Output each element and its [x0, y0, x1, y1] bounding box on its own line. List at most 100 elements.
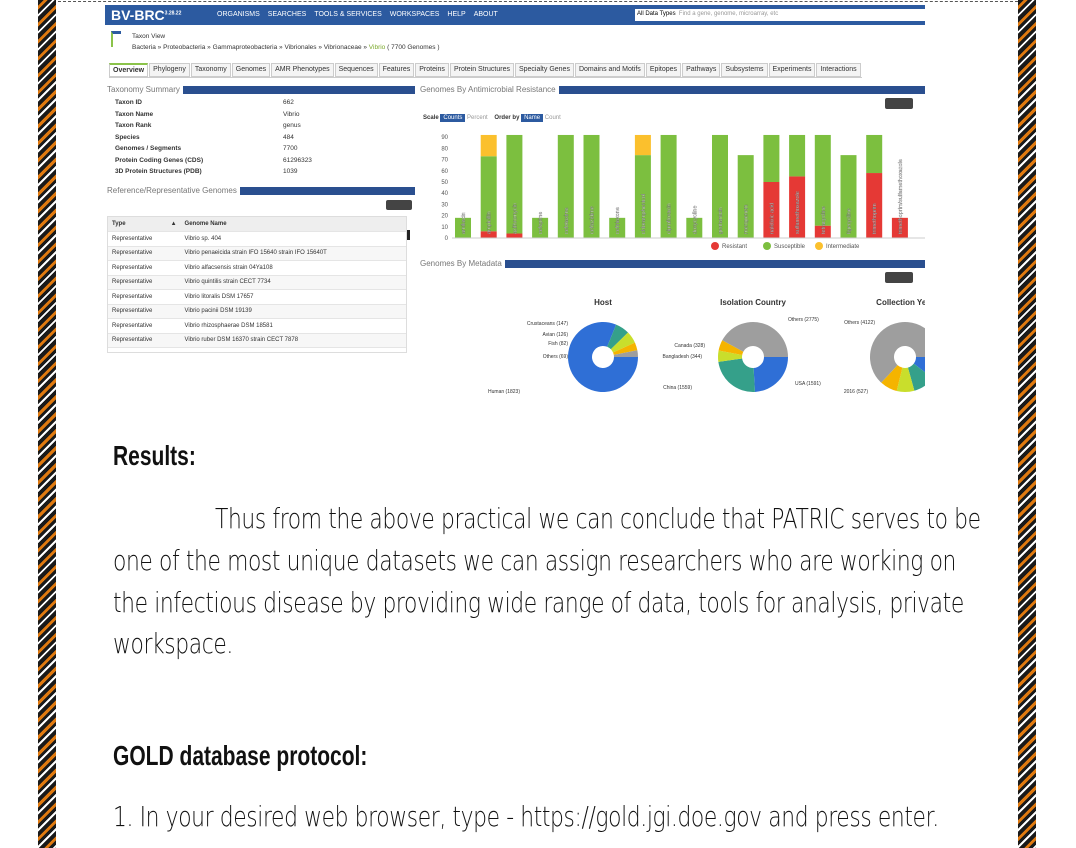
taxonomy-row: Taxon ID 662: [115, 99, 294, 106]
breadcrumb-current: Vibrio: [368, 44, 386, 51]
results-line: one of the most unique datasets we can a…: [113, 544, 956, 577]
x-category-label: chloramphenicol: [641, 194, 647, 234]
pie-label: Crustaceans (147): [527, 321, 568, 327]
table-row[interactable]: Representative Vibrio ruber DSM 16370 str…: [108, 333, 406, 348]
y-tick-label: 40: [441, 191, 448, 197]
bar-intermediate: [480, 134, 497, 157]
nav-searches[interactable]: SEARCHES: [267, 11, 307, 18]
legend-marker: [815, 242, 823, 250]
brand-logo[interactable]: BV-BRC3.28.22: [111, 7, 182, 23]
taxonomy-row: Taxon Rank genus: [115, 122, 301, 129]
genome-count: ( 7700 Genomes ): [387, 44, 440, 51]
pie-slice: [613, 350, 638, 357]
tab-pathways[interactable]: Pathways: [682, 63, 721, 77]
taxonomy-row: 3D Protein Structures (PDB) 1039: [115, 168, 298, 175]
breadcrumb-path[interactable]: Bacteria » Proteobacteria » Gammaproteob…: [132, 44, 367, 51]
table-row[interactable]: Representative Vibrio rhizosphaerae DSM 1…: [108, 318, 406, 334]
scale-counts-button[interactable]: Counts: [440, 114, 466, 122]
x-category-label: sulfamethoxazole: [795, 191, 801, 234]
x-category-label: ceftazidime: [590, 206, 596, 234]
pie-title: Isolation Country: [720, 298, 786, 307]
tab-subsystems[interactable]: Subsystems: [721, 63, 768, 77]
tab-taxonomy[interactable]: Taxonomy: [190, 63, 231, 77]
bar-resistant: [891, 217, 908, 238]
x-category-label: gentamicin: [718, 207, 724, 234]
amr-header: Genomes By Antimicrobial Resistance: [420, 85, 925, 94]
col-genome-name[interactable]: Genome Name: [180, 217, 406, 232]
amr-controls: Scale Counts Percent Order by Name Count: [423, 114, 561, 122]
order-count-button[interactable]: Count: [544, 115, 561, 121]
tab-bar: Overview Phylogeny Taxonomy Genomes AMR Phen…: [109, 63, 862, 78]
bar-susceptible: [634, 155, 651, 238]
table-row[interactable]: Representative Vibrio litoralis DSM 17657: [108, 289, 406, 305]
bar-susceptible: [814, 134, 831, 226]
tab-epitopes[interactable]: Epitopes: [645, 63, 682, 77]
table-row[interactable]: Representative Vibrio sp. 404: [108, 231, 406, 247]
bar-resistant: [480, 231, 497, 238]
pie-slice: [610, 332, 635, 353]
legend-label: Resistant: [722, 244, 747, 250]
table-row[interactable]: Representative Vibrio penaeicida strain I…: [108, 246, 406, 261]
bar-resistant: [506, 233, 523, 238]
nav-about[interactable]: ABOUT: [473, 11, 498, 18]
search-input[interactable]: Find a gene, genome, microarray, etc: [678, 11, 779, 17]
pie-title: Collection Year: [876, 298, 925, 307]
tab-sequences[interactable]: Sequences: [334, 63, 378, 77]
nav-help[interactable]: HELP: [447, 11, 466, 18]
decorative-border-right: [1018, 0, 1036, 848]
pie-slice: [718, 358, 755, 392]
table-scrollbar[interactable]: [407, 230, 410, 240]
pie-slice: [722, 322, 788, 357]
tab-amr-phenotypes[interactable]: AMR Phenotypes: [271, 63, 334, 77]
x-category-label: amikacin: [461, 212, 467, 234]
taxonomy-row: Protein Coding Genes (CDS) 61296323: [115, 156, 312, 164]
nav-workspaces[interactable]: WORKSPACES: [389, 11, 440, 18]
search-box[interactable]: All Data Types Find a gene, genome, micr…: [635, 9, 925, 21]
bar-susceptible: [583, 134, 600, 238]
bar-susceptible: [686, 217, 703, 238]
pie-label: Avian (126): [543, 332, 569, 338]
nav-organisms[interactable]: ORGANISMS: [217, 11, 260, 18]
table-row[interactable]: Representative Vibrio quintilis strain CE…: [108, 275, 406, 290]
amr-bar-chart: 0 10 20 30 40 50 60 70 80 90 amikacin ampicillin azi…: [441, 134, 925, 250]
tab-interactions[interactable]: Interactions: [816, 63, 861, 77]
search-scope[interactable]: All Data Types: [637, 11, 676, 17]
x-category-label: tetracycline: [821, 206, 827, 234]
tab-domains-and-motifs[interactable]: Domains and Motifs: [574, 63, 645, 77]
chart-list-toggle-icon[interactable]: [885, 272, 913, 283]
tab-protein-structures[interactable]: Protein Structures: [449, 63, 514, 77]
pie-title: Host: [594, 298, 612, 307]
bar-resistant: [866, 173, 883, 238]
chart-list-toggle-icon[interactable]: [386, 200, 412, 210]
tab-phylogeny[interactable]: Phylogeny: [149, 63, 190, 77]
x-category-label: cefepime: [538, 212, 544, 234]
results-line: the infectious disease by providing wide…: [113, 586, 964, 619]
bar-susceptible: [532, 217, 549, 238]
table-row[interactable]: Representative Vibrio pacinii DSM 19139: [108, 304, 406, 319]
pie-label: 2016 (527): [844, 389, 869, 395]
bar-susceptible: [789, 134, 806, 177]
chart-list-toggle-icon[interactable]: [885, 98, 913, 109]
tab-genomes[interactable]: Genomes: [231, 63, 271, 77]
main-nav: ORGANISMS SEARCHES TOOLS & SERVICES WORKSPA…: [217, 11, 506, 18]
x-category-label: meropenem: [744, 204, 750, 234]
tab-features[interactable]: Features: [378, 63, 415, 77]
order-name-button[interactable]: Name: [521, 114, 544, 122]
bar-intermediate: [634, 134, 651, 156]
x-category-label: trimethoprim: [872, 203, 878, 234]
tab-experiments[interactable]: Experiments: [768, 63, 816, 77]
col-type[interactable]: Type ▲: [108, 217, 181, 232]
nav-tools[interactable]: TOOLS & SERVICES: [314, 11, 382, 18]
bar-susceptible: [763, 134, 780, 182]
metadata-pie-charts: Host Human (1823) Crustaceans (147) Avian (…: [488, 298, 925, 395]
tab-specialty-genes[interactable]: Specialty Genes: [514, 63, 574, 77]
view-label: Taxon View: [132, 33, 166, 40]
taxonomy-row: Taxon Name Vibrio: [115, 110, 300, 118]
table-row[interactable]: Representative Vibrio alfacsensis strain …: [108, 260, 406, 276]
tab-overview[interactable]: Overview: [109, 63, 149, 77]
scale-percent-button[interactable]: Percent: [467, 115, 488, 121]
results-heading: Results:: [113, 440, 196, 471]
tab-proteins[interactable]: Proteins: [415, 63, 449, 77]
gold-step-1: 1. In your desired web browser, type - h…: [113, 800, 939, 833]
